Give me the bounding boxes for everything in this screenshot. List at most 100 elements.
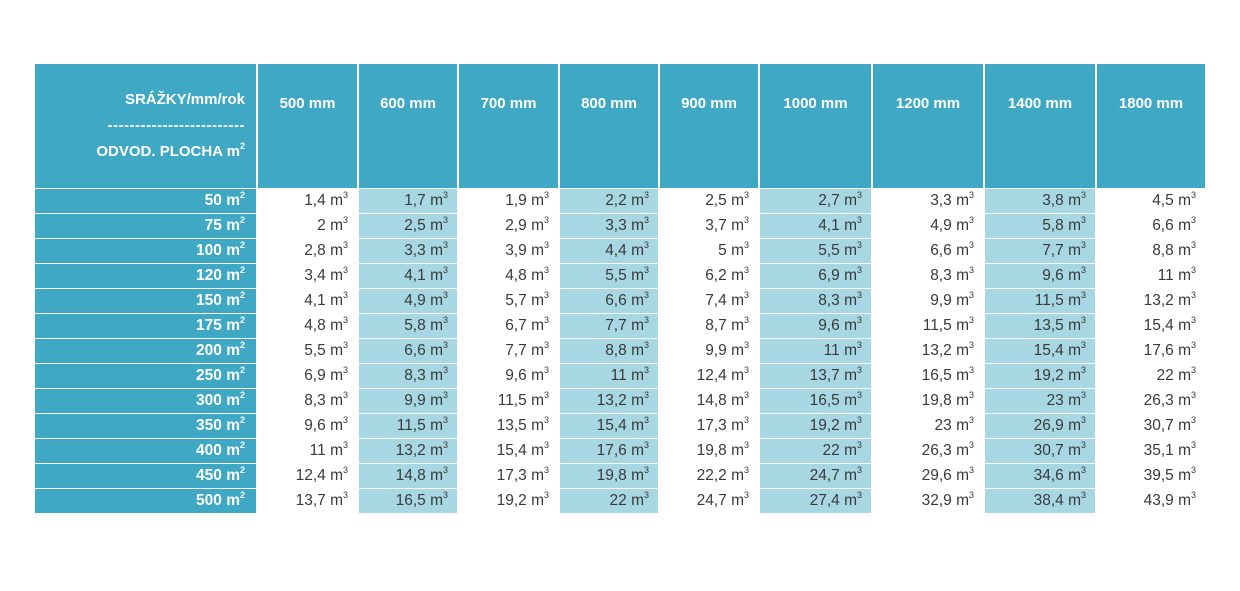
table-cell: 3,3 m3 [357, 238, 457, 263]
table-cell: 8,3 m3 [256, 388, 357, 413]
table-cell: 8,7 m3 [658, 313, 758, 338]
table-cell: 2,5 m3 [357, 213, 457, 238]
table-cell: 3,9 m3 [457, 238, 558, 263]
table-cell: 5,8 m3 [983, 213, 1095, 238]
table-cell: 8,8 m3 [1095, 238, 1205, 263]
table-cell: 8,8 m3 [558, 338, 658, 363]
table-cell: 11 m3 [1095, 263, 1205, 288]
table-cell: 6,2 m3 [658, 263, 758, 288]
table-cell: 24,7 m3 [658, 488, 758, 513]
column-header: 1800 mm [1095, 64, 1205, 188]
table-cell: 13,2 m3 [871, 338, 983, 363]
table-cell: 13,2 m3 [1095, 288, 1205, 313]
table-cell: 4,9 m3 [357, 288, 457, 313]
table-cell: 2,7 m3 [758, 188, 871, 213]
table-row: 150 m2 4,1 m3 4,9 m3 5,7 m3 6,6 m3 7,4 m3 8,3 … [35, 288, 1205, 313]
table-cell: 15,4 m3 [558, 413, 658, 438]
table-cell: 2,8 m3 [256, 238, 357, 263]
rainwater-volume-table: SRÁŽKY/mm/rok ------------------------- … [35, 64, 1205, 513]
row-header-area: 500 m2 [35, 488, 256, 513]
table-cell: 5,5 m3 [758, 238, 871, 263]
table-cell: 30,7 m3 [983, 438, 1095, 463]
table-cell: 6,6 m3 [558, 288, 658, 313]
table-cell: 9,6 m3 [983, 263, 1095, 288]
table-cell: 38,4 m3 [983, 488, 1095, 513]
corner-divider: ------------------------- [107, 117, 245, 134]
table-cell: 8,3 m3 [871, 263, 983, 288]
table-cell: 26,3 m3 [1095, 388, 1205, 413]
table-cell: 24,7 m3 [758, 463, 871, 488]
table-row: 450 m2 12,4 m3 14,8 m3 17,3 m3 19,8 m3 22,2 m… [35, 463, 1205, 488]
row-header-area: 350 m2 [35, 413, 256, 438]
table-cell: 15,4 m3 [457, 438, 558, 463]
table-cell: 17,6 m3 [558, 438, 658, 463]
table-cell: 4,9 m3 [871, 213, 983, 238]
header-row: SRÁŽKY/mm/rok ------------------------- … [35, 64, 1205, 188]
table-cell: 35,1 m3 [1095, 438, 1205, 463]
row-header-area: 400 m2 [35, 438, 256, 463]
table-cell: 16,5 m3 [758, 388, 871, 413]
table-cell: 11,5 m3 [357, 413, 457, 438]
table-cell: 19,8 m3 [558, 463, 658, 488]
table-cell: 23 m3 [871, 413, 983, 438]
table-cell: 3,7 m3 [658, 213, 758, 238]
table-cell: 13,5 m3 [457, 413, 558, 438]
table-cell: 27,4 m3 [758, 488, 871, 513]
table-cell: 4,4 m3 [558, 238, 658, 263]
table-cell: 43,9 m3 [1095, 488, 1205, 513]
table-cell: 39,5 m3 [1095, 463, 1205, 488]
row-header-area: 175 m2 [35, 313, 256, 338]
table-cell: 9,9 m3 [871, 288, 983, 313]
table-cell: 6,6 m3 [357, 338, 457, 363]
table-cell: 13,7 m3 [256, 488, 357, 513]
table-cell: 11,5 m3 [983, 288, 1095, 313]
table-cell: 9,6 m3 [457, 363, 558, 388]
table-cell: 6,9 m3 [758, 263, 871, 288]
row-header-area: 200 m2 [35, 338, 256, 363]
column-header: 1200 mm [871, 64, 983, 188]
table-row: 50 m2 1,4 m3 1,7 m3 1,9 m3 2,2 m3 2,5 m3 2,7 m… [35, 188, 1205, 213]
table-cell: 1,7 m3 [357, 188, 457, 213]
table-cell: 9,6 m3 [758, 313, 871, 338]
table-cell: 2,9 m3 [457, 213, 558, 238]
table-cell: 4,1 m3 [357, 263, 457, 288]
table-cell: 6,7 m3 [457, 313, 558, 338]
table-cell: 1,9 m3 [457, 188, 558, 213]
table-cell: 3,3 m3 [871, 188, 983, 213]
table-cell: 9,6 m3 [256, 413, 357, 438]
table-cell: 4,1 m3 [758, 213, 871, 238]
table-cell: 6,6 m3 [1095, 213, 1205, 238]
table-body: 50 m2 1,4 m3 1,7 m3 1,9 m3 2,2 m3 2,5 m3 2,7 m… [35, 188, 1205, 513]
table-row: 250 m2 6,9 m3 8,3 m3 9,6 m3 11 m3 12,4 m3 13,7… [35, 363, 1205, 388]
table-cell: 34,6 m3 [983, 463, 1095, 488]
table-cell: 9,9 m3 [658, 338, 758, 363]
table-row: 200 m2 5,5 m3 6,6 m3 7,7 m3 8,8 m3 9,9 m3 11 m… [35, 338, 1205, 363]
row-header-area: 250 m2 [35, 363, 256, 388]
table-cell: 11 m3 [256, 438, 357, 463]
table-cell: 11,5 m3 [457, 388, 558, 413]
row-header-area: 100 m2 [35, 238, 256, 263]
table-cell: 14,8 m3 [658, 388, 758, 413]
corner-header: SRÁŽKY/mm/rok ------------------------- … [35, 64, 256, 188]
table-cell: 13,2 m3 [357, 438, 457, 463]
table-cell: 22 m3 [558, 488, 658, 513]
table-row: 400 m2 11 m3 13,2 m3 15,4 m3 17,6 m3 19,8 m3 2… [35, 438, 1205, 463]
precipitation-label: SRÁŽKY/mm/rok [124, 91, 245, 108]
table-cell: 8,3 m3 [357, 363, 457, 388]
table-cell: 26,9 m3 [983, 413, 1095, 438]
table-cell: 11,5 m3 [871, 313, 983, 338]
rainwater-volume-table-container: SRÁŽKY/mm/rok ------------------------- … [35, 64, 1205, 513]
table-cell: 32,9 m3 [871, 488, 983, 513]
drainage-area-label: ODVOD. PLOCHA m2 [96, 141, 245, 161]
table-cell: 15,4 m3 [1095, 313, 1205, 338]
table-cell: 6,9 m3 [256, 363, 357, 388]
table-cell: 6,6 m3 [871, 238, 983, 263]
table-cell: 2 m3 [256, 213, 357, 238]
table-row: 120 m2 3,4 m3 4,1 m3 4,8 m3 5,5 m3 6,2 m3 6,9 … [35, 263, 1205, 288]
column-header: 1000 mm [758, 64, 871, 188]
table-cell: 3,3 m3 [558, 213, 658, 238]
table-cell: 5,8 m3 [357, 313, 457, 338]
table-cell: 19,2 m3 [457, 488, 558, 513]
table-cell: 16,5 m3 [871, 363, 983, 388]
table-cell: 11 m3 [558, 363, 658, 388]
